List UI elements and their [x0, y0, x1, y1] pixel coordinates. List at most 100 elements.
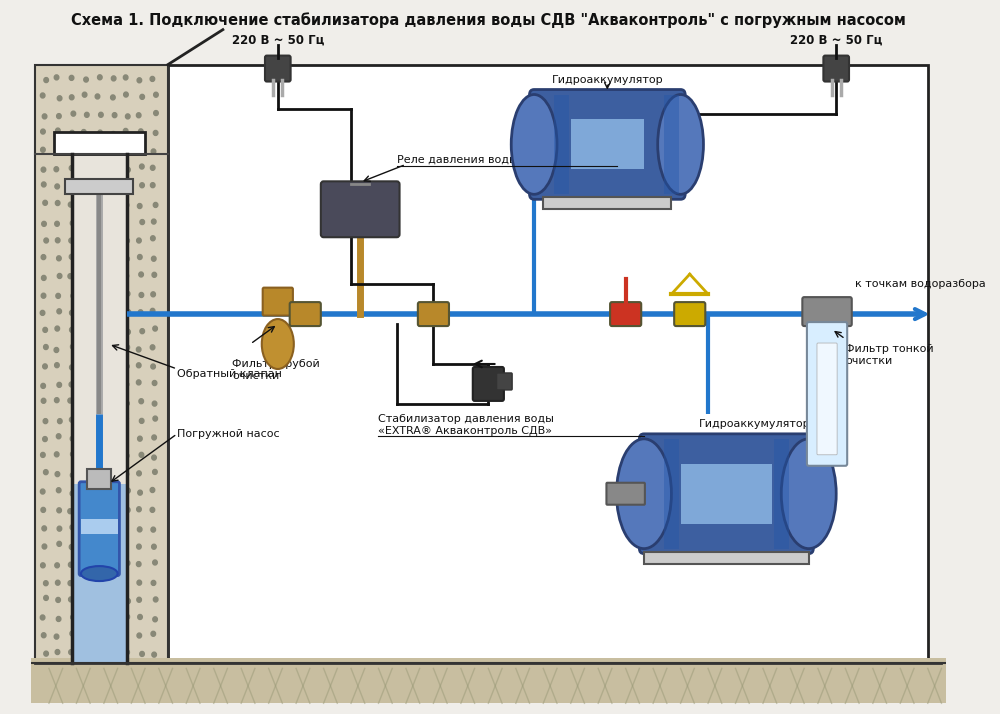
Text: 220 В ~ 50 Гц: 220 В ~ 50 Гц	[232, 33, 324, 46]
Circle shape	[97, 94, 101, 99]
FancyBboxPatch shape	[54, 132, 145, 154]
Circle shape	[153, 164, 158, 169]
Circle shape	[151, 435, 155, 440]
Circle shape	[99, 508, 103, 513]
Circle shape	[41, 506, 45, 511]
Circle shape	[124, 291, 129, 296]
Circle shape	[85, 598, 89, 603]
Circle shape	[151, 238, 156, 243]
Circle shape	[109, 616, 114, 621]
Circle shape	[54, 453, 59, 458]
Circle shape	[97, 649, 101, 654]
Circle shape	[109, 488, 114, 493]
Circle shape	[111, 292, 115, 297]
Circle shape	[56, 597, 61, 602]
Circle shape	[42, 146, 47, 151]
Circle shape	[82, 542, 87, 547]
Circle shape	[82, 401, 86, 406]
Circle shape	[68, 419, 73, 424]
Circle shape	[82, 185, 87, 190]
Circle shape	[151, 523, 156, 528]
Circle shape	[150, 365, 155, 370]
Circle shape	[139, 560, 143, 565]
Circle shape	[125, 634, 130, 639]
Circle shape	[71, 111, 76, 116]
Circle shape	[98, 149, 103, 154]
Circle shape	[44, 453, 48, 458]
Circle shape	[56, 543, 61, 548]
Circle shape	[69, 508, 73, 513]
Circle shape	[124, 598, 128, 603]
Circle shape	[84, 488, 88, 493]
Text: Гидроаккумулятор: Гидроаккумулятор	[552, 74, 663, 84]
Circle shape	[98, 292, 103, 297]
Circle shape	[84, 345, 88, 350]
Circle shape	[68, 363, 73, 368]
Circle shape	[150, 416, 155, 421]
Circle shape	[125, 114, 129, 119]
Circle shape	[97, 364, 102, 369]
Circle shape	[126, 363, 130, 368]
Circle shape	[110, 525, 115, 530]
Circle shape	[71, 345, 75, 350]
Circle shape	[98, 471, 102, 476]
Circle shape	[111, 561, 115, 566]
FancyBboxPatch shape	[473, 367, 504, 401]
Circle shape	[41, 418, 45, 423]
FancyBboxPatch shape	[606, 483, 645, 505]
Circle shape	[124, 544, 129, 549]
Circle shape	[69, 401, 73, 406]
Circle shape	[56, 200, 61, 205]
Circle shape	[43, 381, 48, 386]
Circle shape	[138, 93, 143, 98]
Circle shape	[97, 131, 102, 136]
Circle shape	[111, 308, 116, 313]
Circle shape	[97, 114, 102, 119]
Circle shape	[152, 634, 157, 639]
Circle shape	[96, 416, 100, 421]
Circle shape	[154, 490, 158, 495]
Circle shape	[109, 219, 114, 224]
Circle shape	[153, 381, 157, 386]
Circle shape	[84, 221, 89, 226]
Circle shape	[139, 524, 143, 529]
Circle shape	[56, 112, 61, 117]
Circle shape	[150, 346, 155, 351]
Circle shape	[97, 631, 102, 636]
Circle shape	[110, 653, 114, 658]
Circle shape	[124, 435, 129, 440]
Circle shape	[68, 561, 72, 566]
FancyBboxPatch shape	[35, 64, 168, 663]
Circle shape	[110, 236, 115, 241]
Circle shape	[70, 219, 75, 224]
Circle shape	[123, 254, 128, 259]
Circle shape	[154, 327, 158, 332]
Circle shape	[153, 580, 158, 585]
Circle shape	[82, 308, 87, 313]
Circle shape	[42, 240, 46, 245]
Text: Фильтр грубой
очистки: Фильтр грубой очистки	[232, 359, 320, 381]
Circle shape	[139, 436, 143, 441]
Circle shape	[96, 311, 100, 316]
Circle shape	[111, 596, 116, 601]
Circle shape	[69, 290, 74, 295]
Circle shape	[153, 77, 158, 82]
Circle shape	[70, 95, 75, 100]
FancyBboxPatch shape	[263, 288, 293, 316]
Circle shape	[55, 77, 60, 82]
Circle shape	[140, 149, 144, 154]
Circle shape	[41, 111, 45, 116]
Circle shape	[41, 131, 46, 136]
Circle shape	[69, 491, 74, 496]
Circle shape	[68, 544, 73, 549]
Circle shape	[99, 76, 103, 81]
Circle shape	[84, 632, 88, 637]
Circle shape	[137, 201, 142, 206]
Text: Реле давления воды: Реле давления воды	[397, 154, 518, 164]
Circle shape	[125, 455, 130, 460]
Circle shape	[125, 471, 130, 476]
Circle shape	[112, 580, 117, 585]
Circle shape	[97, 239, 102, 244]
FancyBboxPatch shape	[817, 343, 837, 455]
Circle shape	[126, 508, 130, 513]
